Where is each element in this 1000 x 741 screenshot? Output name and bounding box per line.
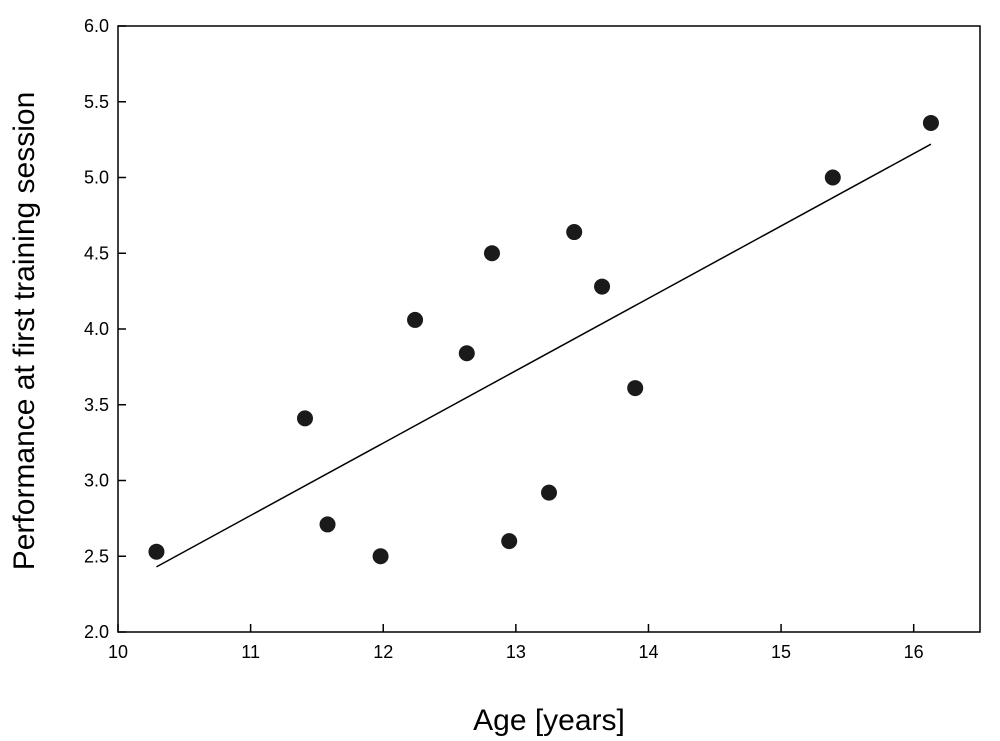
data-point <box>922 114 939 131</box>
data-point <box>483 245 500 262</box>
x-tick-label: 13 <box>506 642 526 662</box>
x-tick-label: 16 <box>904 642 924 662</box>
data-point <box>594 278 611 295</box>
data-point <box>824 169 841 186</box>
data-point <box>407 311 424 328</box>
x-axis: 10 11 12 13 14 15 16 <box>108 624 924 662</box>
y-tick-label: 4.0 <box>84 319 109 339</box>
y-tick-label: 3.0 <box>84 471 109 491</box>
y-tick-label: 4.5 <box>84 243 109 263</box>
y-tick-label: 3.5 <box>84 395 109 415</box>
data-point <box>296 410 313 427</box>
data-point <box>627 380 644 397</box>
x-tick-label: 11 <box>241 642 260 662</box>
data-point <box>501 533 518 550</box>
data-point <box>372 548 389 565</box>
plot-area-frame <box>117 25 981 633</box>
y-tick-label: 2.0 <box>84 622 109 642</box>
regression-line <box>156 143 932 568</box>
x-tick-label: 12 <box>373 642 393 662</box>
data-points <box>148 114 939 565</box>
y-axis-title: Performance at first training session <box>8 92 41 571</box>
data-point <box>541 484 557 501</box>
y-tick-label: 5.5 <box>84 92 109 112</box>
x-axis-title: Age [years] <box>473 704 625 737</box>
y-tick-label: 2.5 <box>84 546 109 566</box>
data-point <box>148 543 165 560</box>
data-point <box>319 516 336 533</box>
y-tick-label: 6.0 <box>84 16 109 36</box>
x-tick-label: 14 <box>638 642 658 662</box>
y-tick-label: 5.0 <box>84 168 109 188</box>
x-tick-label: 15 <box>771 642 791 662</box>
data-point <box>458 345 475 362</box>
data-point <box>566 224 583 241</box>
y-axis: 2.0 2.5 3.0 3.5 4.0 4.5 5.0 5.5 6.0 <box>84 16 126 642</box>
x-tick-label: 10 <box>108 642 128 662</box>
